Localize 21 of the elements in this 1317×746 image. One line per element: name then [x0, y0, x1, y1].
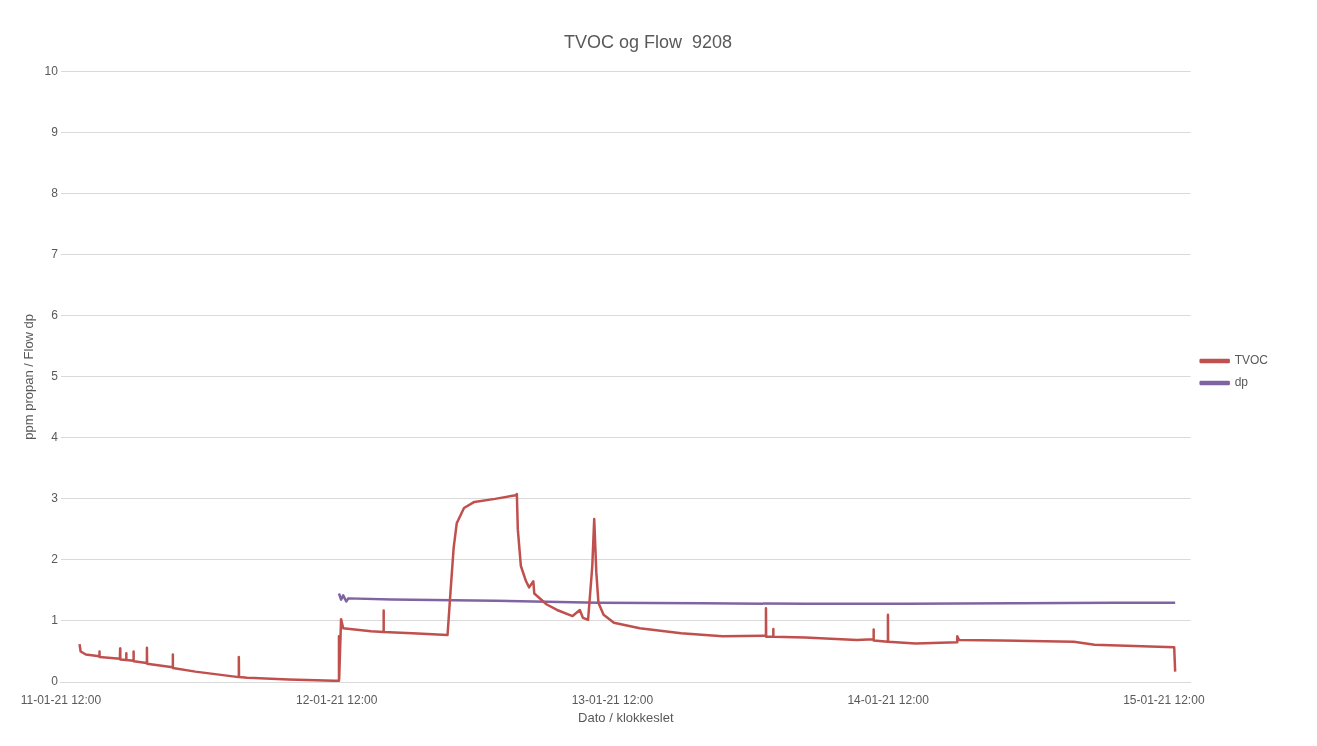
y-axis-title: ppm propan / Flow dp — [21, 313, 37, 440]
y-tick-label: 5 — [51, 369, 59, 384]
y-tick-label: 9 — [51, 124, 59, 139]
x-tick-label: 11-01-21 12:00 — [20, 692, 102, 707]
y-tick-label: 7 — [51, 247, 59, 262]
y-tick-label: 3 — [51, 491, 59, 506]
y-tick-label: 8 — [51, 185, 59, 200]
chart-title: TVOC og Flow 9208 — [563, 31, 733, 52]
y-tick-label: 10 — [44, 63, 59, 78]
y-tick-label: 2 — [51, 552, 59, 567]
x-tick-label: 12-01-21 12:00 — [295, 692, 378, 707]
legend-label: TVOC — [1234, 353, 1269, 368]
y-tick-label: 4 — [51, 430, 59, 445]
x-tick-label: 13-01-21 12:00 — [571, 692, 654, 707]
y-tick-label: 1 — [51, 613, 59, 628]
x-axis-title: Dato / klokkeslet — [578, 709, 674, 725]
y-tick-label: 6 — [51, 308, 59, 323]
y-tick-label: 0 — [51, 674, 59, 689]
x-tick-label: 15-01-21 12:00 — [1123, 692, 1205, 707]
legend-label: dp — [1234, 375, 1249, 390]
x-tick-label: 14-01-21 12:00 — [847, 692, 930, 707]
